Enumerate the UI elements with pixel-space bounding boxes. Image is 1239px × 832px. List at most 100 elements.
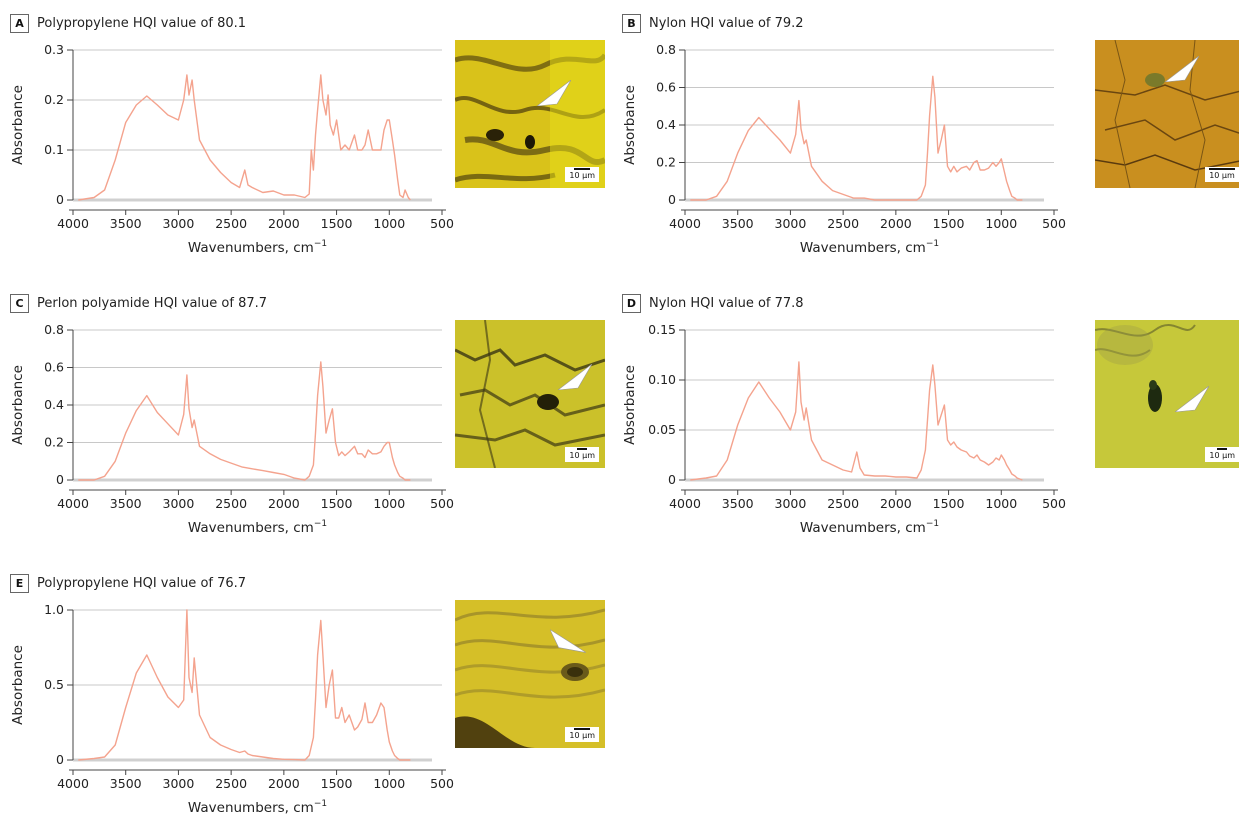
spectrum-chart: 0 0.05 0.10 0.15 4000 3500 3000 2500 2000 1500 100… — [622, 322, 1066, 536]
panel-c: C Perlon polyamide HQI value of 87.7 0 0.… — [10, 292, 610, 552]
x-axis-label: Wavenumbers, cm−1 — [188, 799, 327, 816]
x-tick-label: 3000 — [775, 216, 807, 231]
arrowhead-icon — [1175, 386, 1209, 412]
y-tick-label: 0 — [56, 192, 64, 207]
y-tick-label: 0.10 — [648, 372, 676, 387]
panel-e: E Polypropylene HQI value of 76.7 0 0.5 1.… — [10, 572, 610, 832]
micrograph-texture — [455, 600, 605, 748]
x-tick-label: 1000 — [373, 216, 405, 231]
spectrum-line — [78, 361, 411, 481]
x-tick-label: 2500 — [827, 216, 859, 231]
x-tick-label: 1500 — [321, 496, 353, 511]
micrograph-image: 10 µm — [1095, 320, 1239, 468]
y-tick-label: 0.2 — [656, 155, 676, 170]
micrograph-texture — [1095, 40, 1239, 188]
x-tick-label: 3000 — [163, 216, 195, 231]
x-tick-label: 2000 — [880, 496, 912, 511]
chart-title: Polypropylene HQI value of 80.1 — [37, 15, 247, 31]
x-tick-label: 2000 — [880, 216, 912, 231]
spectrum-chart: 0 0.2 0.4 0.6 0.8 4000 3500 3000 2500 2000 1500 100… — [10, 322, 454, 536]
y-axis-label: Absorbance — [10, 365, 26, 445]
panel-a: A Polypropylene HQI value of 80.1 0 0.1 0.… — [10, 12, 610, 272]
scale-bar-label: 10 µm — [1209, 171, 1235, 180]
chart-title: Nylon HQI value of 77.8 — [649, 295, 804, 311]
arrowhead-icon — [549, 628, 587, 653]
y-tick-label: 0 — [668, 472, 676, 487]
y-tick-label: 0.6 — [44, 360, 64, 375]
spectrum-line — [690, 75, 1023, 201]
x-tick-label: 3500 — [722, 216, 754, 231]
x-tick-label: 3500 — [110, 496, 142, 511]
x-tick-label: 2000 — [268, 776, 300, 791]
y-tick-label: 0.6 — [656, 80, 676, 95]
scale-bar: 10 µm — [565, 727, 599, 742]
scale-bar: 10 µm — [565, 167, 599, 182]
y-tick-label: 0 — [56, 472, 64, 487]
panel-letter: E — [10, 573, 29, 593]
scale-bar-line — [1209, 168, 1235, 170]
panel-header: D Nylon HQI value of 77.8 — [622, 292, 804, 314]
panel-b: B Nylon HQI value of 79.2 0 0.2 0.4 0.6 0.8 4… — [622, 12, 1239, 272]
panel-header: E Polypropylene HQI value of 76.7 — [10, 572, 246, 594]
x-tick-label: 2500 — [215, 496, 247, 511]
x-tick-label: 1000 — [373, 496, 405, 511]
x-tick-label: 3000 — [775, 496, 807, 511]
scale-bar-line — [574, 168, 591, 170]
micrograph-image: 10 µm — [455, 320, 605, 468]
y-tick-label: 0 — [668, 192, 676, 207]
chart-title: Nylon HQI value of 79.2 — [649, 15, 804, 31]
x-tick-label: 1500 — [321, 776, 353, 791]
micrograph-texture — [455, 320, 605, 468]
x-tick-label: 2000 — [268, 216, 300, 231]
x-tick-label: 2500 — [215, 216, 247, 231]
scale-bar-line — [577, 448, 588, 450]
y-axis-label: Absorbance — [622, 365, 638, 445]
y-tick-label: 1.0 — [44, 602, 64, 617]
chart-title: Polypropylene HQI value of 76.7 — [37, 575, 247, 591]
x-tick-label: 3500 — [110, 216, 142, 231]
y-tick-label: 0.5 — [44, 677, 64, 692]
y-axis-label: Absorbance — [10, 85, 26, 165]
spectrum-line — [690, 361, 1023, 481]
scale-bar: 10 µm — [1205, 447, 1239, 462]
x-tick-label: 3500 — [110, 776, 142, 791]
chart-title: Perlon polyamide HQI value of 87.7 — [37, 295, 268, 311]
scale-bar: 10 µm — [565, 447, 599, 462]
panel-header: C Perlon polyamide HQI value of 87.7 — [10, 292, 267, 314]
y-tick-label: 0.2 — [44, 435, 64, 450]
scale-bar: 10 µm — [1205, 167, 1239, 182]
spectrum-line — [78, 74, 411, 201]
micrograph-image: 10 µm — [1095, 40, 1239, 188]
x-tick-label: 500 — [1042, 496, 1066, 511]
y-tick-label: 0.4 — [44, 397, 64, 412]
panel-header: A Polypropylene HQI value of 80.1 — [10, 12, 246, 34]
x-tick-label: 2500 — [827, 496, 859, 511]
x-tick-label: 4000 — [57, 216, 89, 231]
x-tick-label: 1500 — [933, 216, 965, 231]
y-tick-label: 0.15 — [648, 322, 676, 337]
scale-bar-label: 10 µm — [569, 731, 595, 740]
x-axis-label: Wavenumbers, cm−1 — [800, 519, 939, 536]
x-tick-label: 1500 — [321, 216, 353, 231]
x-tick-label: 3500 — [722, 496, 754, 511]
y-tick-label: 0.8 — [656, 42, 676, 57]
x-tick-label: 4000 — [57, 496, 89, 511]
x-axis-label: Wavenumbers, cm−1 — [800, 239, 939, 256]
y-tick-label: 0 — [56, 752, 64, 767]
x-tick-label: 500 — [1042, 216, 1066, 231]
x-axis-label: Wavenumbers, cm−1 — [188, 239, 327, 256]
panel-letter: A — [10, 13, 29, 33]
arrowhead-icon — [558, 364, 592, 390]
micrograph-image: 10 µm — [455, 600, 605, 748]
scale-bar-line — [574, 728, 591, 730]
spectrum-chart: 0 0.5 1.0 4000 3500 3000 2500 2000 1500 1000 500 Wa… — [10, 602, 454, 816]
y-tick-label: 0.4 — [656, 117, 676, 132]
spectrum-chart: 0 0.2 0.4 0.6 0.8 4000 3500 3000 2500 2000 1500 100… — [622, 42, 1066, 256]
y-tick-label: 0.3 — [44, 42, 64, 57]
panel-letter: B — [622, 13, 641, 33]
x-tick-label: 500 — [430, 496, 454, 511]
x-axis-label: Wavenumbers, cm−1 — [188, 519, 327, 536]
spectrum-chart: 0 0.1 0.2 0.3 4000 3500 3000 2500 2000 1500 1000 50… — [10, 42, 454, 256]
x-tick-label: 4000 — [669, 216, 701, 231]
x-tick-label: 2500 — [215, 776, 247, 791]
